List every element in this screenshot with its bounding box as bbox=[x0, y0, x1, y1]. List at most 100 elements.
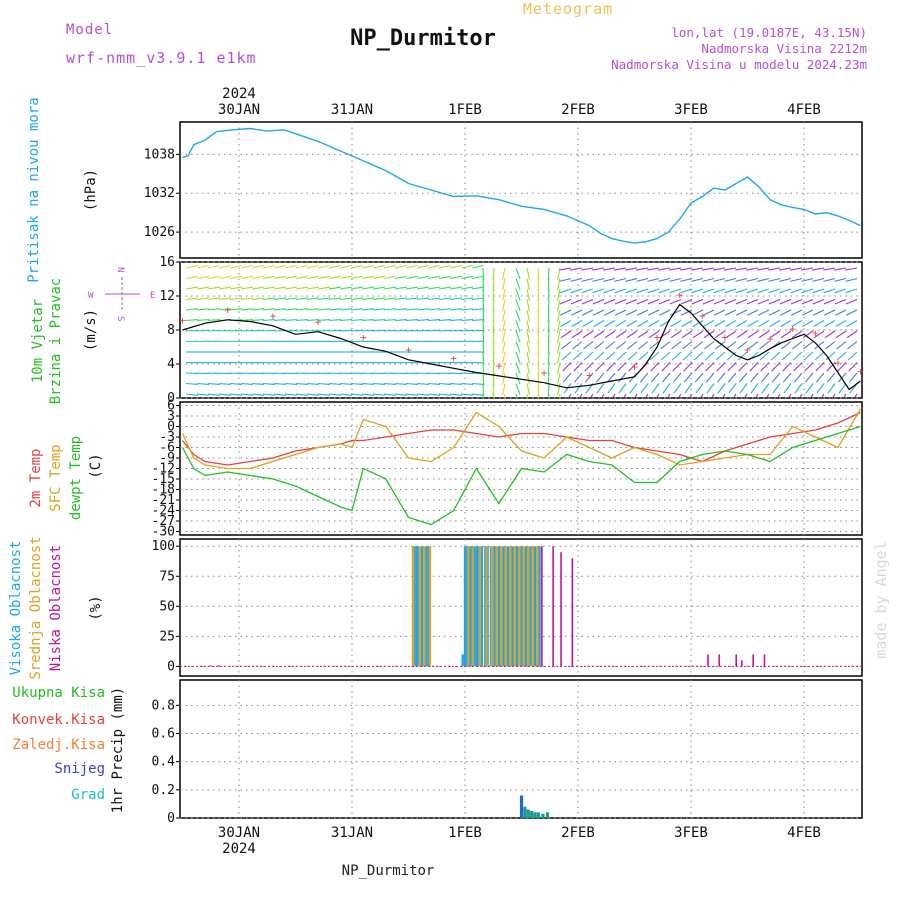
wind-barb bbox=[428, 373, 440, 374]
gust-marker: + bbox=[496, 360, 503, 373]
bottom-year-label: 2024 bbox=[222, 841, 256, 857]
gust-marker: + bbox=[857, 365, 864, 378]
gust-marker: + bbox=[450, 352, 457, 365]
y-tick-label: 4 bbox=[167, 357, 175, 372]
y-tick-label: 12 bbox=[159, 289, 175, 304]
wind-barb bbox=[296, 330, 308, 331]
gust-marker: + bbox=[224, 304, 231, 317]
bottom-tick-label: 30JAN bbox=[218, 825, 260, 841]
panels-layer: 1026103210380481216630-3-6-9-12-15-18-21… bbox=[144, 122, 865, 826]
top-tick-label: 4FEB bbox=[787, 102, 821, 118]
legend-snow: Snijeg bbox=[54, 761, 105, 777]
gust-marker: + bbox=[835, 356, 842, 369]
model-name: wrf-nmm_v3.9.1 e1km bbox=[66, 49, 257, 67]
wind-barb bbox=[186, 330, 198, 331]
y-tick-label: 1026 bbox=[144, 225, 175, 240]
panel-frame bbox=[180, 122, 862, 258]
wind-barb bbox=[285, 373, 297, 374]
wind-barb bbox=[461, 330, 473, 331]
wind-barb bbox=[450, 330, 462, 331]
y-tick-label: 0.8 bbox=[152, 698, 175, 713]
y-tick-label: 0.6 bbox=[152, 727, 175, 742]
compass-south: S bbox=[115, 316, 125, 321]
gust-marker: + bbox=[744, 344, 751, 357]
wind-ylabel-2: Brzina i Pravac bbox=[48, 278, 64, 404]
gust-marker: + bbox=[812, 327, 819, 340]
gust-marker: + bbox=[676, 288, 683, 301]
sfc-temp-label: SFC Temp bbox=[48, 444, 64, 511]
y-tick-label: 100 bbox=[152, 539, 175, 554]
bottom-axis-labels: 30JAN 31JAN 1FEB 2FEB 3FEB 4FEB bbox=[218, 825, 821, 841]
wind-barb bbox=[439, 373, 451, 374]
wind-barb bbox=[384, 373, 396, 374]
gust-marker: + bbox=[179, 314, 186, 327]
gust-marker: + bbox=[360, 331, 367, 344]
wind-barb bbox=[417, 330, 429, 331]
station-title: NP_Durmitor bbox=[350, 26, 496, 51]
wind-barb bbox=[461, 373, 473, 374]
wind-barb bbox=[318, 330, 330, 331]
top-year-label: 2024 bbox=[222, 86, 256, 102]
wind-barb bbox=[406, 373, 418, 374]
wind-barb bbox=[219, 373, 231, 374]
pressure-unit: (hPa) bbox=[83, 169, 99, 211]
wind-barb bbox=[274, 373, 286, 374]
gust-marker: + bbox=[541, 367, 548, 380]
temp2m-label: 2m Temp bbox=[28, 448, 44, 507]
precip-bar bbox=[533, 812, 536, 818]
wind-unit: (m/s) bbox=[83, 309, 99, 351]
y-tick-label: 75 bbox=[159, 569, 175, 584]
bottom-tick-label: 1FEB bbox=[448, 825, 482, 841]
wind-barb bbox=[450, 373, 462, 374]
wind-barb bbox=[351, 373, 363, 374]
precip-bar bbox=[579, 817, 582, 818]
y-tick-label: -30 bbox=[152, 525, 175, 540]
low-cloud-label: Niska Oblacnost bbox=[48, 545, 64, 671]
wind-barb bbox=[263, 373, 275, 374]
legend-hail: Grad bbox=[71, 787, 105, 803]
elevation-label: Nadmorska Visina 2212m bbox=[701, 41, 867, 56]
model-label: Model bbox=[66, 22, 113, 38]
high-cloud-label: Visoka Oblacnost bbox=[8, 541, 24, 676]
bottom-tick-label: 4FEB bbox=[787, 825, 821, 841]
precip-bar bbox=[523, 807, 526, 818]
wind-barb bbox=[395, 373, 407, 374]
mid-cloud-label: Srednja Oblacnost bbox=[28, 536, 44, 679]
gust-marker: + bbox=[699, 310, 706, 323]
gust-marker: + bbox=[767, 333, 774, 346]
wind-barb bbox=[417, 373, 429, 374]
precip-bar bbox=[520, 795, 523, 818]
wind-barb bbox=[318, 373, 330, 374]
wind-barb bbox=[208, 330, 220, 331]
y-tick-label: 0 bbox=[167, 811, 175, 826]
wind-barb bbox=[329, 373, 341, 374]
y-tick-label: 1038 bbox=[144, 147, 175, 162]
y-tick-label: 16 bbox=[159, 255, 175, 270]
wind-barb bbox=[340, 373, 352, 374]
y-tick-label: 0.2 bbox=[152, 783, 175, 798]
precip-bar bbox=[527, 810, 530, 818]
top-tick-label: 3FEB bbox=[674, 102, 708, 118]
y-tick-label: 50 bbox=[159, 599, 175, 614]
wind-barb bbox=[252, 373, 264, 374]
compass-north: N bbox=[115, 267, 125, 272]
wind-barb bbox=[296, 373, 308, 374]
wind-barb bbox=[307, 373, 319, 374]
wind-barb bbox=[230, 373, 242, 374]
footer-station: NP_Durmitor bbox=[342, 863, 435, 879]
bottom-tick-label: 3FEB bbox=[674, 825, 708, 841]
wind-barb bbox=[340, 330, 352, 331]
y-tick-label: 25 bbox=[159, 629, 175, 644]
dewpt-label: dewpt Temp bbox=[68, 436, 84, 520]
wind-barb bbox=[384, 330, 396, 331]
compass-east: E bbox=[150, 291, 155, 301]
wind-barb bbox=[252, 330, 264, 331]
wind-barb bbox=[230, 330, 242, 331]
coords-label: lon,lat (19.0187E, 43.15N) bbox=[671, 25, 867, 40]
wind-barb bbox=[197, 330, 209, 331]
legend-frozen-rain: Zaledj.Kisa bbox=[12, 737, 105, 753]
y-tick-label: 1032 bbox=[144, 186, 175, 201]
gust-marker: + bbox=[270, 310, 277, 323]
precip-ylabel: 1hr Precip (mm) bbox=[110, 687, 126, 813]
